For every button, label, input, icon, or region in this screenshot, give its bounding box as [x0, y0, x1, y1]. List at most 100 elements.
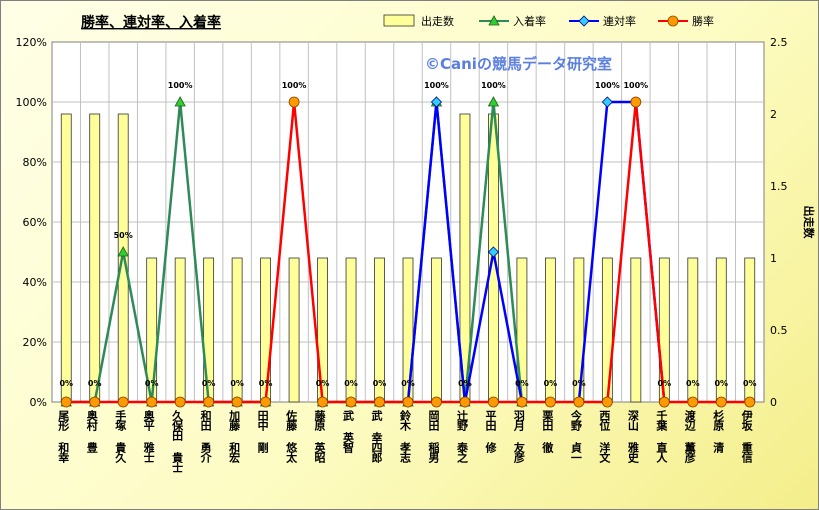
marker-win: [89, 396, 101, 408]
category-label: 久保田 貴士: [171, 409, 185, 473]
category-label: 藤原 英昭: [313, 409, 327, 464]
category-label: 佐藤 悠太: [285, 409, 299, 464]
marker-win: [374, 396, 385, 408]
category-label: 武 幸四郎: [370, 409, 383, 464]
marker-win: [117, 396, 129, 408]
marker-rentai: [487, 246, 500, 258]
legend-marker-place: [488, 15, 500, 26]
legend-label-rentai: 連対率: [603, 14, 636, 28]
data-label: 0%: [714, 379, 728, 388]
marker-place: [117, 246, 129, 257]
marker-win: [260, 396, 272, 408]
data-label: 0%: [88, 379, 102, 388]
data-label: 0%: [544, 379, 558, 388]
bar-runs: [89, 113, 101, 403]
data-label: 100%: [168, 81, 193, 90]
category-label: 岡田 稲男: [427, 410, 440, 464]
legend-label-place: 入着率: [513, 14, 546, 28]
marker-rentai: [430, 96, 443, 108]
watermark: ©Caniの競馬データ研究室: [425, 55, 612, 73]
marker-win: [744, 396, 756, 408]
marker-win: [516, 396, 528, 408]
category-label: 栗田 徹: [541, 410, 555, 454]
left-tick-label: 80%: [23, 156, 47, 169]
marker-win: [174, 396, 186, 408]
chart-title: 勝率、連対率、入着率: [81, 14, 221, 31]
category-label: 平田 修: [484, 410, 498, 454]
category-label: 杉原 清: [712, 409, 725, 454]
data-label: 0%: [401, 379, 415, 388]
left-tick-label: 20%: [23, 336, 47, 349]
category-label: 奥平 雅士: [142, 409, 156, 463]
category-label: 武 英智: [342, 409, 356, 454]
marker-win: [317, 396, 328, 408]
category-label: 西位 洋文: [598, 410, 611, 464]
data-label: 100%: [623, 81, 648, 90]
bar-runs: [288, 257, 300, 403]
data-label: 0%: [316, 379, 330, 388]
right-tick-label: 2: [770, 108, 777, 121]
category-label: 加藤 和宏: [228, 409, 242, 464]
bar-runs: [174, 257, 186, 403]
bar-runs: [60, 113, 72, 403]
data-label: 0%: [202, 379, 216, 388]
legend-label-runs: 出走数: [421, 14, 454, 28]
left-tick-label: 40%: [23, 276, 47, 289]
marker-win: [545, 396, 556, 408]
category-label: 羽月 友彦: [512, 410, 526, 464]
right-tick-label: 2.5: [770, 36, 788, 49]
marker-win: [60, 396, 72, 408]
legend-marker-win: [667, 15, 679, 27]
data-label: 0%: [259, 379, 273, 388]
right-tick-label: 0.5: [770, 324, 788, 337]
marker-win: [658, 396, 670, 408]
marker-win: [630, 96, 642, 108]
marker-place: [487, 96, 500, 107]
data-label: 0%: [458, 379, 472, 388]
category-label: 辻野 泰之: [455, 409, 469, 464]
data-label: 0%: [686, 379, 700, 388]
right-tick-label: 0: [770, 396, 777, 409]
right-tick-label: 1.5: [770, 180, 788, 193]
data-label: 50%: [114, 231, 133, 240]
data-label: 0%: [572, 379, 586, 388]
data-label: 100%: [595, 81, 620, 90]
marker-win: [146, 396, 158, 408]
legend-label-win: 勝率: [692, 14, 714, 28]
marker-win: [459, 396, 471, 408]
category-label: 今野 貞一: [569, 409, 583, 462]
left-tick-label: 120%: [16, 36, 47, 49]
marker-win: [345, 396, 357, 408]
marker-rentai: [601, 96, 613, 108]
category-label: 田中 剛: [256, 410, 269, 454]
legend-swatch-runs: [383, 14, 415, 27]
left-tick-label: 100%: [16, 96, 47, 109]
marker-win: [231, 396, 243, 408]
marker-win: [431, 396, 442, 408]
bar-runs: [431, 257, 442, 403]
data-label: 100%: [424, 81, 449, 90]
marker-win: [687, 396, 699, 408]
category-label: 鈴木 孝志: [399, 409, 413, 463]
marker-win: [601, 396, 613, 408]
bar-runs: [601, 257, 613, 403]
data-label: 0%: [145, 379, 159, 388]
data-label: 0%: [373, 379, 387, 388]
data-label: 0%: [230, 379, 244, 388]
right-axis-label: 出走数: [802, 206, 816, 240]
data-label: 0%: [658, 379, 672, 388]
data-label: 0%: [743, 379, 757, 388]
right-tick-label: 1: [770, 252, 777, 265]
left-tick-label: 60%: [23, 216, 47, 229]
category-label: 渡辺 薫彦: [683, 409, 696, 464]
legend-marker-rentai: [578, 15, 590, 27]
category-label: 深山 雅史: [626, 409, 639, 464]
category-label: 奥村 豊: [85, 409, 99, 453]
left-tick-label: 0%: [30, 396, 47, 409]
category-label: 尾形 和幸: [57, 410, 71, 464]
data-label: 0%: [59, 379, 73, 388]
marker-win: [488, 396, 499, 408]
category-label: 和田 勇介: [199, 409, 213, 463]
